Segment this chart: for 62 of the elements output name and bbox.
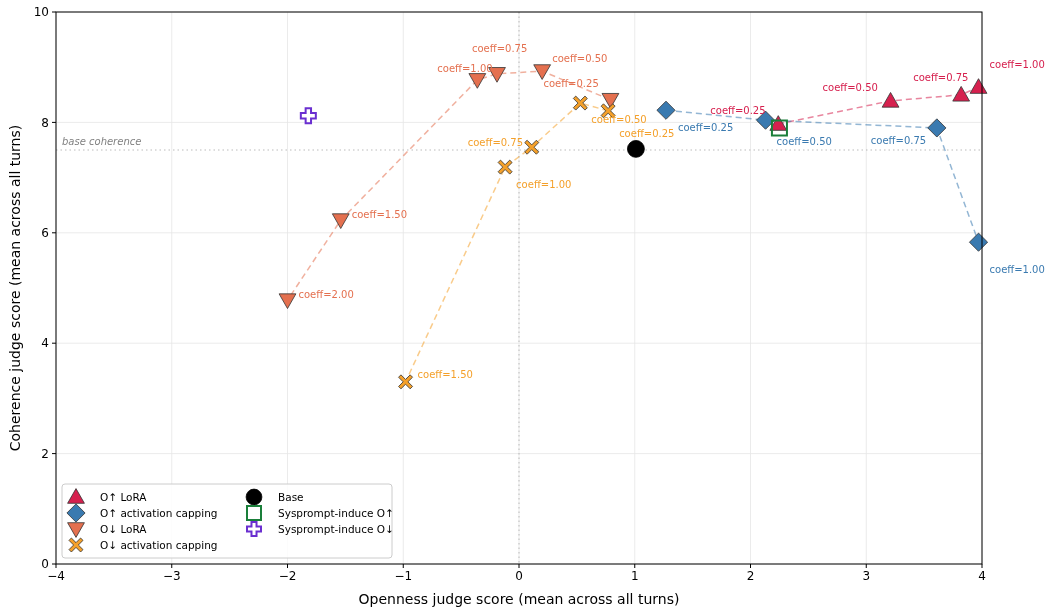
y-axis-title: Coherence judge score (mean across all turns) [7, 124, 23, 452]
point [524, 139, 540, 155]
annotation: coeff=0.75 [870, 135, 927, 147]
annotation: coeff=0.50 [776, 135, 832, 147]
annotation: coeff=0.75 [913, 72, 969, 84]
x-tick-label: −1 [394, 569, 413, 583]
legend-label: O↓ LoRA [100, 522, 148, 535]
point [656, 100, 676, 120]
annotation: coeff=2.00 [298, 288, 354, 300]
point [299, 107, 317, 125]
point [278, 293, 297, 309]
y-tick-label: 10 [33, 5, 49, 20]
y-tick-label: 8 [41, 115, 49, 130]
point [770, 119, 788, 137]
annotation: coeff=1.00 [437, 63, 493, 75]
legend-label: Sysprompt-induce O↓ [278, 522, 394, 535]
x-tick-label: −4 [47, 569, 65, 583]
x-tick-label: 3 [862, 569, 871, 583]
x-tick-label: −2 [278, 569, 297, 583]
point [601, 93, 620, 109]
point [533, 64, 551, 80]
annotation: coeff=1.00 [989, 263, 1045, 275]
x-tick-label: 4 [978, 569, 986, 583]
legend-label: O↑ activation capping [100, 506, 218, 519]
y-tick-label: 2 [41, 446, 49, 461]
point [627, 140, 645, 158]
annotation: coeff=0.50 [591, 113, 647, 125]
annotation: coeff=0.75 [472, 43, 528, 55]
annotation: coeff=0.25 [619, 128, 675, 140]
point [952, 86, 970, 102]
legend-label: O↑ LoRA [100, 490, 148, 503]
annotation: coeff=1.50 [351, 208, 408, 220]
y-tick-label: 4 [41, 336, 49, 351]
y-tick-label: 6 [41, 226, 49, 240]
annotation: coeff=1.00 [516, 178, 572, 190]
annotation: coeff=0.75 [467, 136, 524, 148]
annotation: coeff=0.50 [552, 52, 608, 64]
point [969, 78, 988, 94]
annotation: coeff=0.25 [710, 104, 766, 116]
x-tick-label: −3 [162, 569, 181, 583]
point [468, 73, 487, 89]
point [881, 92, 900, 108]
point [927, 118, 947, 138]
annotation: coeff=1.50 [417, 369, 473, 381]
y-tick-label: 0 [41, 557, 49, 572]
annotation: coeff=1.00 [989, 58, 1045, 70]
point [572, 95, 588, 111]
annotation: coeff=0.25 [678, 121, 734, 133]
x-axis-title: Openness judge score (mean across all turns) [358, 591, 680, 607]
legend-label: Sysprompt-induce O↑ [278, 506, 394, 519]
x-tick-label: 2 [746, 569, 755, 583]
point [331, 213, 350, 229]
point [969, 232, 989, 252]
x-tick-label: 0 [515, 569, 523, 583]
legend-label: Base [278, 490, 304, 503]
point [497, 159, 513, 175]
annotation: coeff=0.50 [822, 82, 878, 94]
x-tick-label: 1 [630, 569, 639, 583]
legend-label: O↓ activation capping [100, 538, 218, 551]
point [398, 374, 413, 390]
ref-line-label: base coherence [62, 136, 142, 147]
annotation: coeff=0.25 [543, 78, 599, 90]
